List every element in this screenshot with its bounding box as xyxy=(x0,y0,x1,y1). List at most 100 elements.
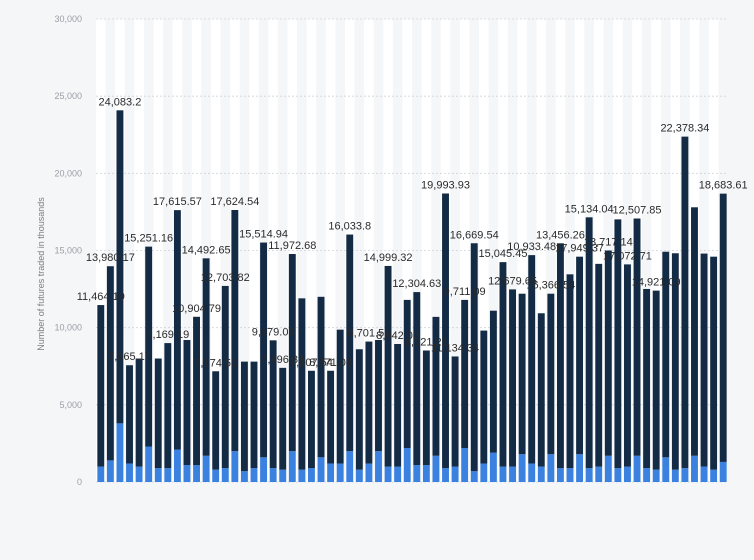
bar-segment-top xyxy=(585,217,593,469)
bar-segment-top xyxy=(528,255,536,464)
bar-segment-bottom xyxy=(231,451,239,482)
bar-segment-top xyxy=(154,358,162,469)
background-band xyxy=(306,19,317,482)
data-label: 14,999.32 xyxy=(364,252,413,264)
data-label: 7,365.17 xyxy=(108,351,151,363)
data-label: 13,456.26 xyxy=(536,229,585,241)
bar-segment-bottom xyxy=(260,457,268,482)
bar-segment-top xyxy=(691,207,698,456)
bar-segment-bottom xyxy=(413,465,421,482)
bar-segment-top xyxy=(394,343,402,467)
bar-segment-top xyxy=(212,371,220,470)
bar-segment-top xyxy=(221,285,229,469)
data-label: 22,378.34 xyxy=(660,123,709,135)
data-label: 11,972.68 xyxy=(268,240,316,252)
bar-segment-bottom xyxy=(212,469,220,482)
bar-segment-top xyxy=(116,110,124,424)
bar-segment-bottom xyxy=(528,463,536,482)
bar-segment-bottom xyxy=(652,469,660,482)
bar-segment-bottom xyxy=(643,468,651,482)
bar-segment-bottom xyxy=(432,455,440,482)
bar-segment-bottom xyxy=(556,468,564,482)
bar-segment-top xyxy=(173,210,181,450)
bar-segment-bottom xyxy=(614,468,622,482)
bar-segment-bottom xyxy=(710,469,718,482)
y-tick-label: 25,000 xyxy=(54,91,82,101)
data-label: 15,251.16 xyxy=(124,233,173,245)
bar-segment-bottom xyxy=(518,454,526,482)
bar-segment-bottom xyxy=(298,469,306,482)
bar-segment-bottom xyxy=(700,466,708,482)
bar-segment-bottom xyxy=(97,466,105,482)
bar-segment-bottom xyxy=(691,455,698,482)
bar-segment-top xyxy=(518,293,526,455)
bar-segment-bottom xyxy=(106,460,114,482)
bar-segment-top xyxy=(671,253,679,470)
data-label: 8,942.02 xyxy=(376,330,419,342)
bar-segment-top xyxy=(126,365,133,464)
bars xyxy=(97,110,727,482)
bar-segment-top xyxy=(633,218,641,456)
data-label: 16,366.54 xyxy=(526,280,575,292)
y-tick-label: 20,000 xyxy=(54,168,82,178)
bar-segment-bottom xyxy=(662,457,670,482)
bar-segment-top xyxy=(710,256,718,470)
data-label: 7,207.54 xyxy=(290,357,333,369)
data-label: 12,304.63 xyxy=(392,278,441,290)
bar-segment-top xyxy=(662,251,670,458)
data-label: 18,683.61 xyxy=(699,180,748,192)
bar-segment-bottom xyxy=(461,448,469,482)
y-tick-label: 5,000 xyxy=(59,400,82,410)
bar-segment-bottom xyxy=(499,466,507,482)
background-band xyxy=(517,19,527,482)
data-label: 8,701.51 xyxy=(347,328,390,340)
bar-segment-top xyxy=(317,296,325,458)
bar-segment-top xyxy=(422,350,430,466)
bar-segment-top xyxy=(135,358,143,467)
bar-segment-bottom xyxy=(327,463,335,482)
data-label: 24,083.2 xyxy=(99,96,142,108)
data-label: 16,033.8 xyxy=(328,221,371,233)
gridlines xyxy=(96,18,728,483)
data-label: 17,072.71 xyxy=(603,250,652,262)
bar-segment-top xyxy=(604,250,612,456)
data-label: 12,679.65 xyxy=(488,275,537,287)
bar-segment-top xyxy=(355,349,363,470)
data-labels: 11,464.19 13,980.17 24,083.2 7,365.17 15,251… xyxy=(77,96,748,369)
data-label: 10,904.79 xyxy=(172,303,221,315)
bar-segment-bottom xyxy=(633,455,641,482)
bar-segment-top xyxy=(432,316,440,456)
data-label: 17,949.37 xyxy=(555,243,604,255)
bar-segment-top xyxy=(700,253,708,467)
bar-segment-bottom xyxy=(576,454,584,482)
bar-segment-bottom xyxy=(193,465,200,482)
bar-segment-bottom xyxy=(365,463,373,482)
bar-segment-top xyxy=(240,361,248,472)
data-label: 7,174.52 xyxy=(194,357,237,369)
bar-segment-bottom xyxy=(116,423,124,482)
y-tick-label: 15,000 xyxy=(54,246,82,256)
bar-segment-bottom xyxy=(384,466,392,482)
data-label: 11,134.34 xyxy=(431,342,479,354)
bar-segment-bottom xyxy=(585,468,593,482)
bar-segment-bottom xyxy=(135,466,143,482)
bar-segment-bottom xyxy=(451,466,459,482)
bar-segment-top xyxy=(442,193,449,469)
data-label: 9,179.03 xyxy=(252,326,295,338)
bar-segment-bottom xyxy=(624,466,631,482)
bar-segment-top xyxy=(384,265,392,467)
data-label: 7,496.33 xyxy=(261,354,304,366)
bar-segment-top xyxy=(470,243,478,472)
bar-segment-top xyxy=(365,341,373,464)
bar-segment-bottom xyxy=(240,471,248,482)
bar-segment-top xyxy=(624,264,631,467)
y-tick-label: 10,000 xyxy=(54,323,82,333)
bar-segment-top xyxy=(336,329,344,464)
bar-segment-top xyxy=(461,299,469,449)
data-label: 10,933.48 xyxy=(507,241,556,253)
data-label: 8,521.21 xyxy=(405,336,448,348)
bar-segment-bottom xyxy=(183,465,191,482)
background-band xyxy=(421,19,432,482)
bar-segment-bottom xyxy=(145,446,153,482)
y-tick-label: 0 xyxy=(77,477,82,487)
